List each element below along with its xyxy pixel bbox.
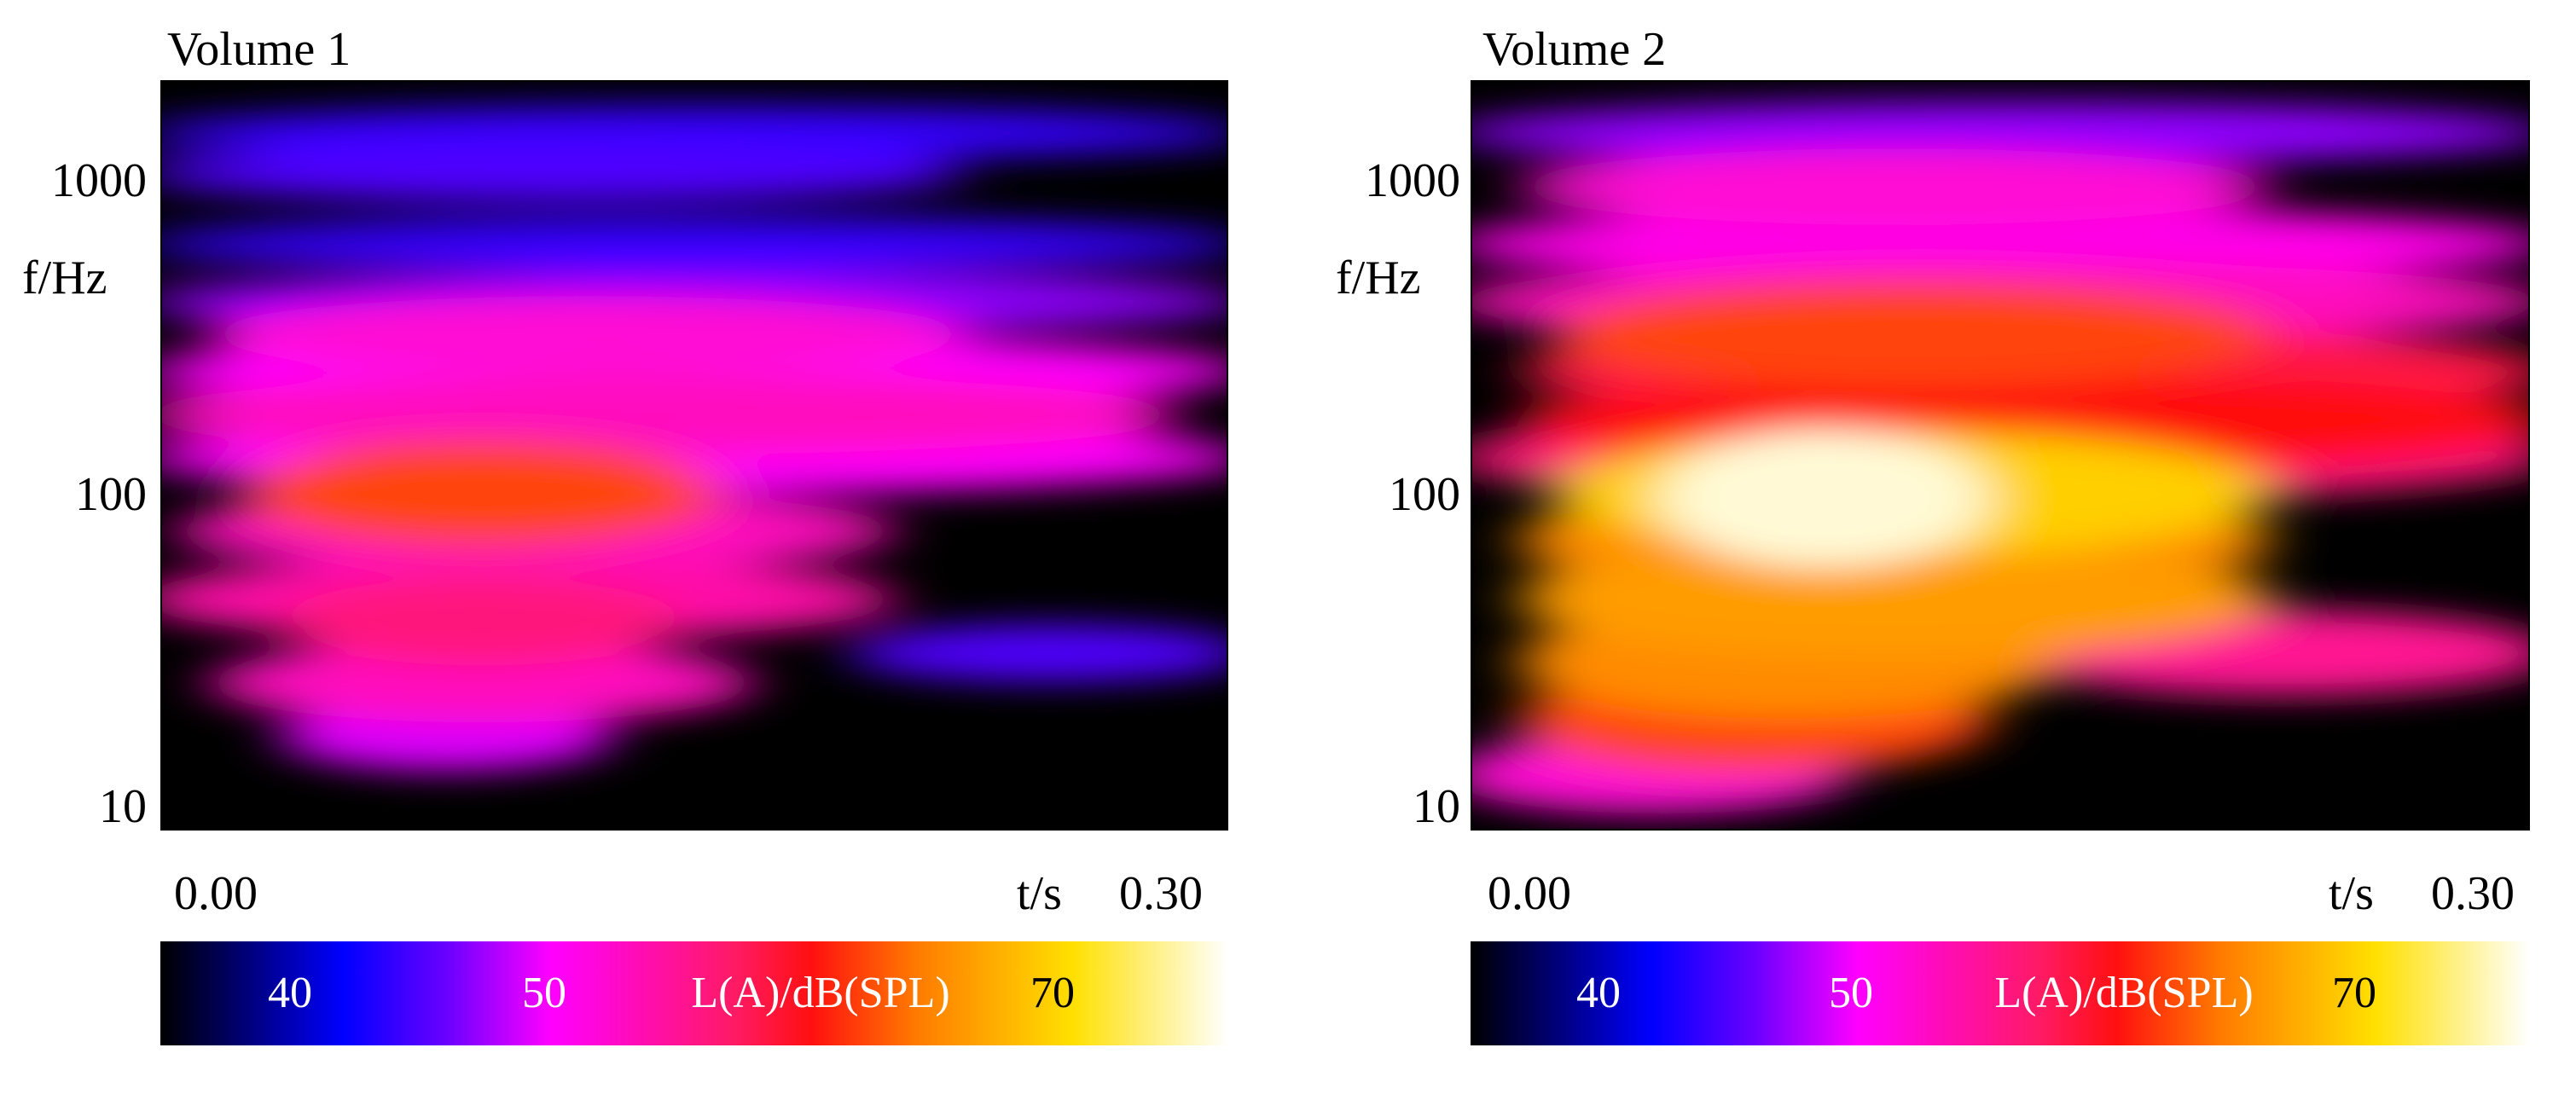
spectrogram-plot xyxy=(1471,80,2530,831)
x-tick-label-start: 0.00 xyxy=(1488,867,1571,920)
colorbar-tick: 40 xyxy=(268,969,312,1017)
colorbar: 40 50 L(A)/dB(SPL) 70 xyxy=(1471,941,2530,1045)
y-tick-label: 100 xyxy=(1389,468,1460,521)
spectrogram-band xyxy=(278,577,685,666)
spectrogram-energy-bands xyxy=(1472,101,2528,813)
spectrogram-energy-bands xyxy=(162,105,1227,772)
spectrogram-canvas xyxy=(162,82,1227,829)
spectrogram-band xyxy=(1517,541,2272,657)
y-tick-label: 1000 xyxy=(51,154,147,207)
spectrogram-band xyxy=(162,145,969,203)
spectrogram-panel-volume-2: Volume 2 f/Hz 1000 100 10 0.00 t/s 0.30 … xyxy=(1314,0,2576,1094)
y-tick-label: 10 xyxy=(1413,780,1460,833)
spectrogram-band xyxy=(1657,428,1991,569)
spectrogram-band xyxy=(162,374,1181,454)
y-axis-label: f/Hz xyxy=(1336,252,1421,304)
colorbar-tick: 40 xyxy=(1576,969,1621,1017)
spectrogram-band xyxy=(1472,206,2528,281)
spectrogram-plot xyxy=(160,80,1228,831)
spectrogram-band xyxy=(1517,148,2272,225)
spectrogram-band xyxy=(242,441,720,546)
y-tick-label: 100 xyxy=(75,468,147,521)
spectrogram-canvas xyxy=(1472,82,2528,829)
spectrogram-band xyxy=(162,216,1227,272)
spectrogram-band xyxy=(1472,101,2528,165)
colorbar-label: L(A)/dB(SPL) xyxy=(1994,969,2254,1017)
x-axis-label: t/s xyxy=(2329,867,2374,920)
colorbar-tick: 50 xyxy=(1829,969,1873,1017)
spectrogram-band xyxy=(1552,281,2272,386)
spectrogram-band xyxy=(207,295,969,373)
spectrogram-band xyxy=(846,624,1227,682)
x-tick-label-end: 0.30 xyxy=(2431,867,2515,920)
chart-title: Volume 2 xyxy=(1482,23,1667,76)
chart-title: Volume 1 xyxy=(167,23,351,76)
x-tick-label-end: 0.30 xyxy=(1119,867,1203,920)
y-axis-label: f/Hz xyxy=(22,252,107,304)
spectrogram-band xyxy=(207,643,756,723)
colorbar-tick: 70 xyxy=(2332,969,2376,1017)
colorbar-tick: 50 xyxy=(522,969,566,1017)
y-tick-label: 10 xyxy=(99,780,147,833)
colorbar-gradient xyxy=(160,941,1228,1045)
x-tick-label-start: 0.00 xyxy=(174,867,258,920)
colorbar-tick: 70 xyxy=(1030,969,1075,1017)
colorbar-gradient xyxy=(1471,941,2530,1045)
y-tick-label: 1000 xyxy=(1365,154,1460,207)
colorbar: 40 50 L(A)/dB(SPL) 70 xyxy=(160,941,1228,1045)
spectrogram-panel-volume-1: Volume 1 f/Hz 1000 100 10 0.00 t/s 0.30 … xyxy=(22,23,1228,1045)
colorbar-label: L(A)/dB(SPL) xyxy=(691,969,950,1017)
x-axis-label: t/s xyxy=(1017,867,1062,920)
